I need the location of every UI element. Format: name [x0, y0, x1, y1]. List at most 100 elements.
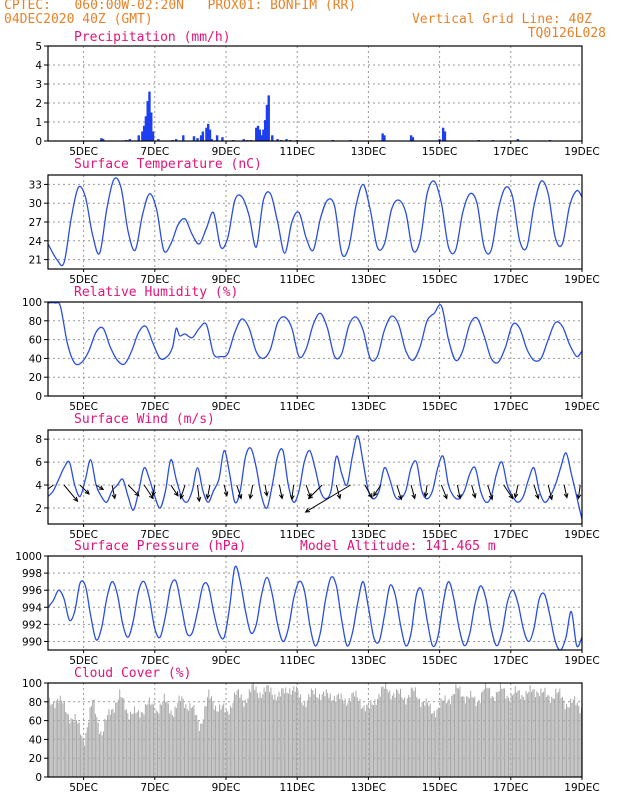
- cloud-cover-bar: [490, 698, 492, 777]
- cloud-cover-bar: [205, 706, 207, 777]
- x-tick-label: 11DEC: [279, 529, 314, 541]
- x-tick-label: 7DEC: [140, 529, 169, 541]
- panel-3: 0 20 40 60 80 100 5DEC 7DEC 9DEC 11DEC 13DEC 15DEC 1…: [22, 285, 600, 413]
- cloud-cover-bar: [182, 698, 184, 777]
- y-tick-label: 100: [22, 297, 42, 309]
- panel-6: 0 20 40 60 80 100 5DEC 7DEC 9DEC 11DEC 13DEC 15DEC 1…: [22, 666, 600, 794]
- y-tick-label: 20: [29, 372, 42, 384]
- cloud-cover-bar: [190, 708, 192, 777]
- cloud-cover-bar: [281, 688, 283, 777]
- panel-4: 2 4 6 8 5DEC 7DEC 9DEC 11DEC 13DEC 15DEC 17DEC 19DE…: [35, 412, 599, 541]
- cloud-cover-bar: [270, 687, 272, 777]
- y-tick-label: 5: [35, 41, 42, 53]
- cloud-cover-bar: [544, 687, 546, 777]
- cloud-cover-bar: [572, 699, 574, 777]
- y-tick-label: 4: [35, 480, 42, 492]
- cloud-cover-bar: [537, 692, 539, 777]
- wind-vector-arrow: [289, 484, 295, 501]
- y-tick-label: 1000: [15, 551, 42, 563]
- cloud-cover-bar: [297, 689, 299, 777]
- y-tick-label: 2: [35, 98, 42, 110]
- cloud-cover-bar: [370, 700, 372, 777]
- x-tick-label: 9DEC: [212, 274, 241, 286]
- cloud-cover-bar: [125, 709, 127, 777]
- x-tick-label: 19DEC: [564, 146, 599, 158]
- cloud-cover-bar: [398, 693, 400, 777]
- cloud-cover-bar: [408, 695, 410, 777]
- y-tick-label: 4: [35, 60, 42, 72]
- y-tick-label: 992: [22, 619, 42, 631]
- cloud-cover-bar: [121, 697, 123, 777]
- cloud-cover-bar: [263, 687, 265, 777]
- cloud-cover-bar: [301, 702, 303, 777]
- cloud-cover-bar: [212, 701, 214, 777]
- cloud-cover-bar: [143, 714, 145, 777]
- cloud-cover-bar: [420, 706, 422, 777]
- y-tick-label: 0: [35, 391, 42, 403]
- cloud-cover-bar: [535, 697, 537, 777]
- cloud-cover-bar: [441, 700, 443, 777]
- cloud-cover-bar: [329, 693, 331, 777]
- cloud-cover-bar: [540, 688, 542, 777]
- precipitation-bar: [263, 120, 267, 141]
- cloud-cover-bar: [186, 708, 188, 777]
- y-tick-label: 33: [29, 179, 42, 191]
- cloud-cover-bar: [522, 696, 524, 777]
- cloud-cover-bar: [346, 705, 348, 777]
- cloud-cover-bar: [343, 703, 345, 777]
- cloud-cover-bar: [96, 717, 98, 777]
- cloud-cover-bar: [566, 703, 568, 777]
- cloud-cover-bar: [294, 691, 296, 777]
- cloud-cover-bar: [425, 698, 427, 777]
- cloud-cover-bar: [250, 692, 252, 777]
- x-tick-label: 5DEC: [69, 274, 98, 286]
- precipitation-bar: [441, 127, 445, 141]
- cloud-cover-bar: [320, 699, 322, 777]
- wind-vector-arrow: [440, 484, 448, 500]
- cloud-cover-bar: [389, 690, 391, 777]
- precipitation-bar: [255, 127, 258, 141]
- cloud-cover-bar: [333, 695, 335, 777]
- cloud-cover-bar: [506, 695, 508, 777]
- cloud-cover-bar: [304, 700, 306, 777]
- wind-vector-arrow: [503, 484, 514, 500]
- cloud-cover-bar: [479, 703, 481, 777]
- cloud-cover-bar: [167, 703, 169, 777]
- y-tick-label: 998: [22, 568, 42, 580]
- cloud-cover-bar: [339, 698, 341, 777]
- y-tick-label: 0: [35, 136, 42, 148]
- panel-frame: [47, 45, 583, 142]
- cloud-cover-bar: [124, 710, 126, 777]
- x-tick-label: 5DEC: [69, 655, 98, 667]
- cloud-cover-bar: [69, 723, 71, 777]
- cloud-cover-bar: [364, 711, 366, 777]
- precipitation-bar: [100, 138, 103, 141]
- wind-vector-arrow: [223, 484, 229, 497]
- cloud-cover-bar: [409, 697, 411, 777]
- cloud-cover-bar: [521, 694, 523, 777]
- cloud-cover-bar: [135, 713, 137, 777]
- cloud-cover-bar: [564, 709, 566, 777]
- wind-vector-arrow: [410, 484, 417, 500]
- cloud-cover-bar: [157, 711, 159, 777]
- y-tick-label: 24: [29, 236, 43, 248]
- cloud-cover-bar: [429, 703, 431, 777]
- cloud-cover-bar: [382, 686, 384, 777]
- cloud-cover-bar: [332, 699, 334, 777]
- cloud-cover-bar: [487, 688, 489, 777]
- cloud-cover-bar: [360, 708, 362, 777]
- cloud-cover-bar: [316, 697, 318, 777]
- x-tick-label: 17DEC: [493, 655, 528, 667]
- cloud-cover-bar: [445, 703, 447, 777]
- cloud-cover-bar: [482, 691, 484, 777]
- precipitation-bar: [174, 139, 178, 141]
- cloud-cover-bar: [55, 700, 57, 777]
- cloud-cover-bar: [524, 699, 526, 777]
- cloud-cover-bar: [112, 709, 114, 777]
- cloud-cover-bar: [397, 690, 399, 777]
- x-tick-label: 19DEC: [564, 274, 599, 286]
- precipitation-bar: [157, 139, 160, 141]
- cloud-cover-bar: [472, 697, 474, 777]
- cloud-cover-bar: [131, 714, 133, 777]
- cloud-cover-bar: [359, 699, 361, 777]
